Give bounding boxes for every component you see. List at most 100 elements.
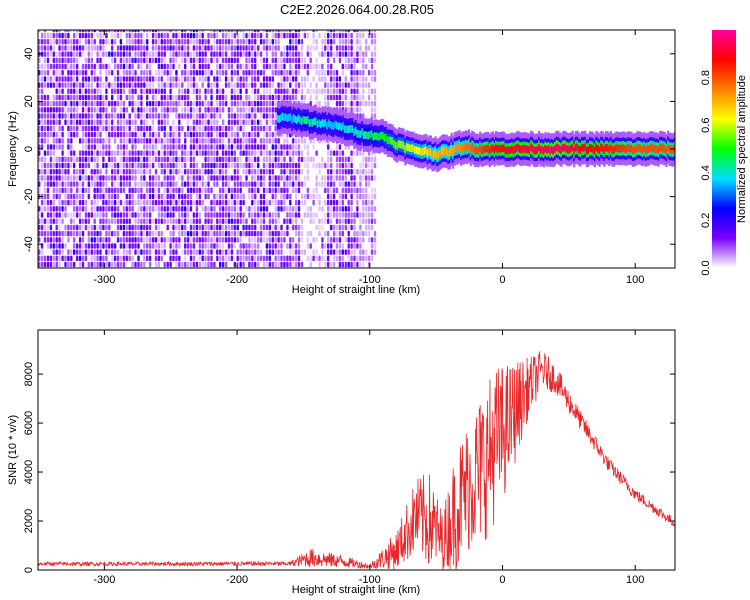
noise-cell — [46, 144, 50, 150]
noise-cell — [268, 150, 271, 156]
noise-cell — [318, 199, 321, 206]
noise-cell — [90, 224, 93, 231]
noise-cell — [169, 144, 172, 150]
noise-cell — [248, 193, 251, 200]
noise-cell — [367, 212, 371, 218]
noise-cell — [306, 243, 309, 249]
noise-cell — [227, 181, 231, 187]
noise-cell — [257, 156, 260, 163]
noise-cell — [245, 100, 248, 107]
noise-cell — [233, 113, 236, 119]
noise-cell — [116, 82, 120, 88]
noise-cell — [172, 39, 175, 45]
noise-cell — [116, 193, 120, 200]
noise-cell — [300, 82, 304, 88]
noise-cell — [143, 76, 146, 82]
noise-cell — [186, 76, 190, 82]
noise-cell — [151, 193, 155, 200]
noise-cell — [70, 51, 73, 57]
noise-cell — [277, 212, 280, 218]
noise-cell — [76, 169, 79, 175]
noise-cell — [119, 88, 123, 94]
noise-cell — [356, 230, 359, 237]
noise-cell — [324, 76, 327, 82]
noise-cell — [216, 199, 219, 206]
noise-cell — [125, 30, 128, 33]
noise-cell — [236, 119, 239, 125]
noise-cell — [300, 169, 304, 175]
noise-cell — [294, 82, 298, 88]
noise-cell — [87, 144, 90, 150]
noise-cell — [365, 206, 368, 212]
noise-cell — [262, 144, 266, 150]
noise-cell — [189, 57, 193, 64]
noise-cell — [365, 187, 368, 194]
noise-cell — [140, 82, 143, 88]
noise-cell — [344, 249, 347, 255]
x-tick-label: -300 — [93, 274, 115, 286]
noise-cell — [274, 57, 277, 64]
noise-cell — [154, 88, 158, 94]
noise-cell — [289, 76, 292, 82]
noise-cell — [186, 230, 190, 237]
noise-cell — [189, 162, 193, 169]
noise-cell — [289, 181, 292, 187]
noise-cell — [46, 100, 50, 107]
noise-cell — [119, 181, 123, 187]
noise-cell — [125, 119, 128, 125]
noise-cell — [140, 237, 143, 243]
noise-cell — [93, 212, 96, 218]
noise-cell — [108, 82, 111, 88]
noise-cell — [362, 57, 365, 64]
noise-cell — [58, 82, 61, 88]
track-cell — [316, 120, 319, 129]
noise-cell — [99, 88, 102, 94]
noise-cell — [99, 150, 102, 156]
noise-cell — [318, 76, 321, 82]
colorbar-tick-label: 0.2 — [700, 213, 712, 228]
noise-cell — [236, 45, 239, 51]
noise-cell — [46, 230, 50, 237]
noise-cell — [38, 82, 41, 88]
noise-cell — [81, 119, 85, 125]
noise-cell — [169, 206, 172, 212]
noise-cell — [178, 162, 181, 169]
noise-cell — [198, 94, 201, 101]
noise-cell — [76, 255, 79, 262]
track-cell — [554, 145, 557, 153]
noise-cell — [242, 255, 245, 262]
noise-cell — [198, 88, 201, 94]
noise-cell — [236, 187, 239, 194]
noise-cell — [87, 212, 90, 218]
noise-cell — [169, 45, 172, 51]
noise-cell — [362, 175, 365, 181]
noise-cell — [370, 206, 374, 212]
noise-cell — [315, 57, 318, 64]
noise-cell — [350, 156, 353, 163]
noise-cell — [294, 187, 298, 194]
noise-cell — [292, 144, 295, 150]
noise-cell — [169, 150, 172, 156]
noise-cell — [125, 138, 128, 144]
noise-cell — [52, 230, 55, 237]
noise-cell — [338, 193, 342, 200]
noise-cell — [268, 261, 271, 268]
noise-cell — [128, 162, 131, 169]
noise-cell — [248, 45, 251, 51]
noise-cell — [93, 88, 96, 94]
noise-cell — [184, 255, 187, 262]
noise-cell — [61, 187, 64, 194]
noise-cell — [172, 138, 175, 144]
noise-cell — [221, 70, 225, 76]
noise-cell — [163, 206, 166, 212]
noise-cell — [292, 224, 295, 231]
noise-cell — [166, 156, 169, 163]
noise-cell — [58, 199, 61, 206]
noise-cell — [178, 230, 181, 237]
noise-cell — [312, 162, 315, 169]
noise-cell — [40, 230, 44, 237]
noise-cell — [236, 237, 239, 243]
noise-cell — [312, 237, 315, 243]
noise-cell — [125, 156, 128, 163]
